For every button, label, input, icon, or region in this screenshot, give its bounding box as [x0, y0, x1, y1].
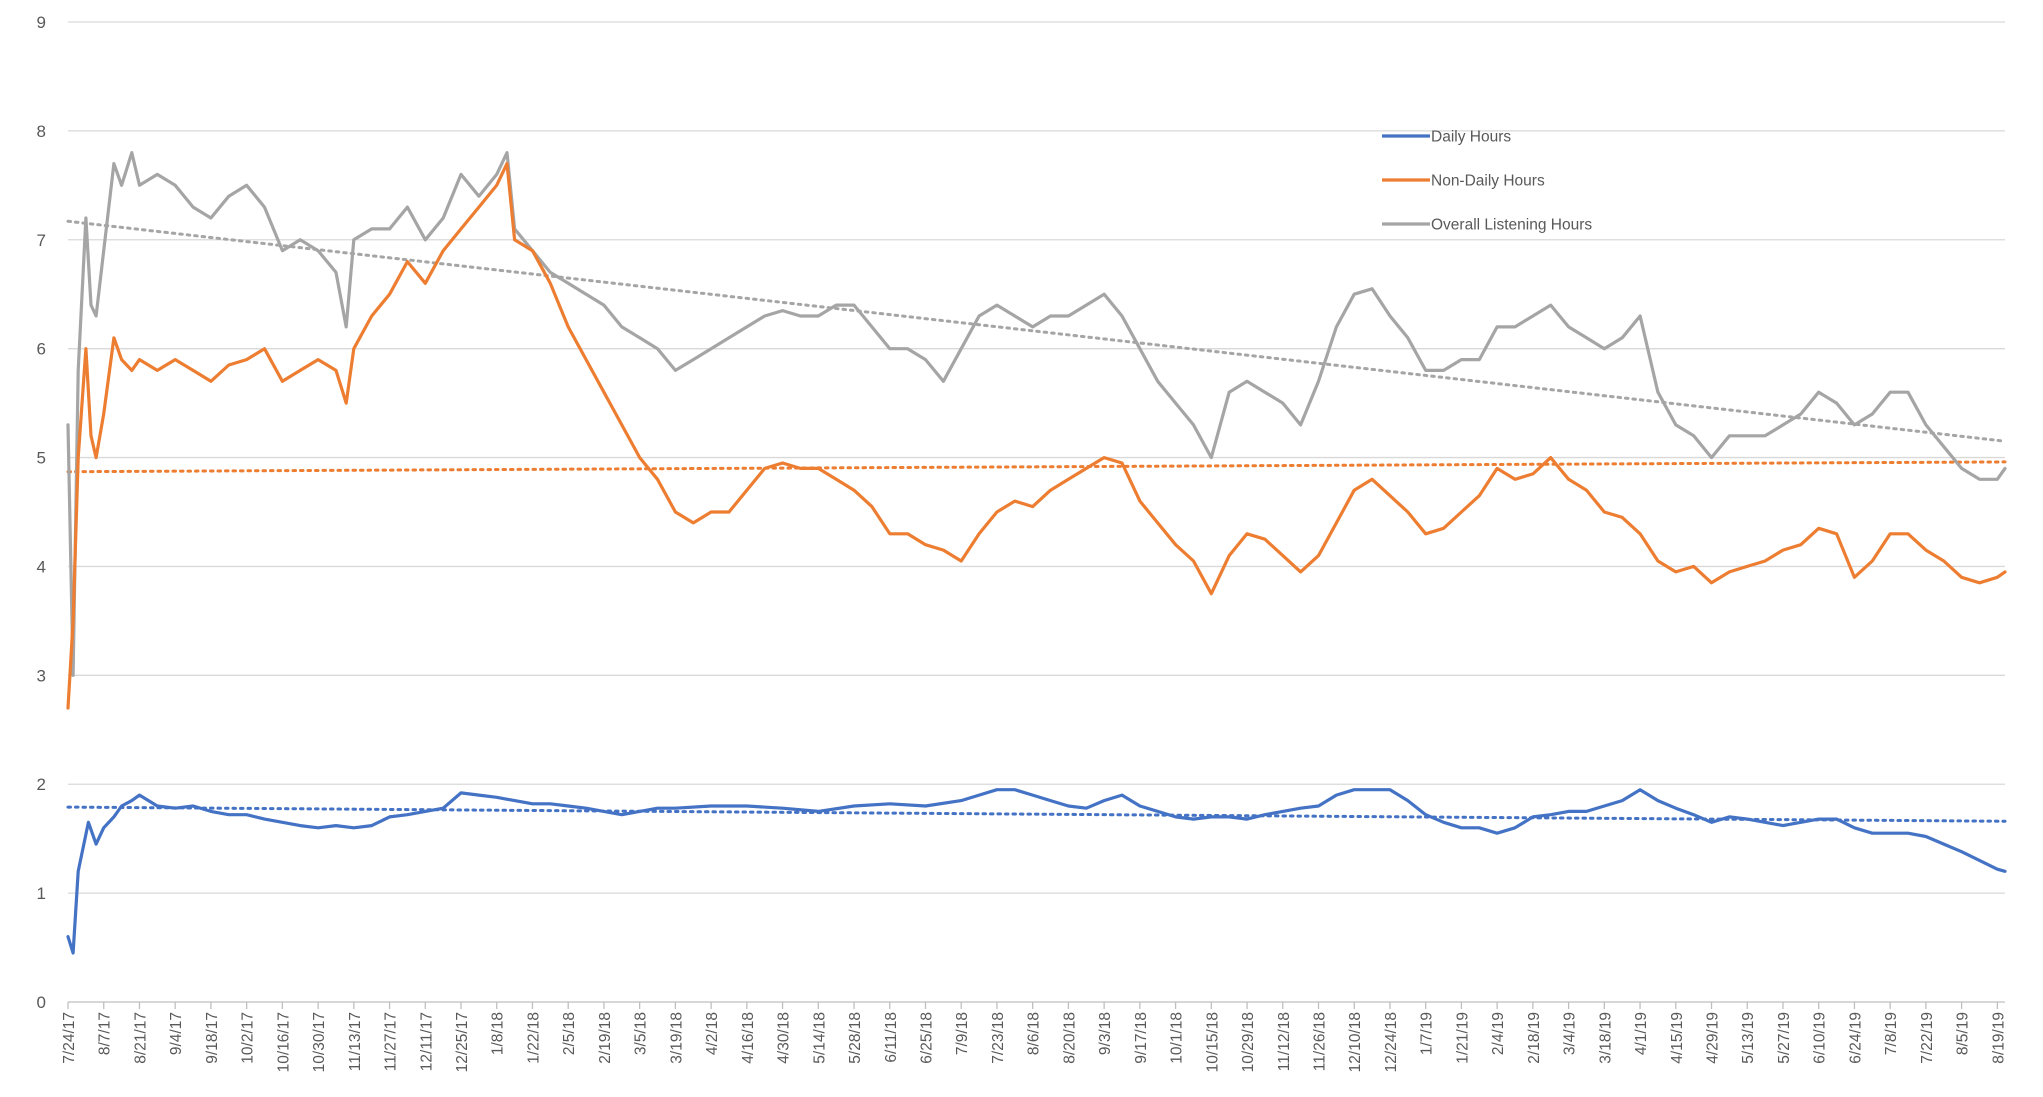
y-tick-label: 4 [37, 557, 46, 576]
x-tick-label: 10/16/17 [275, 1012, 292, 1072]
x-tick-label: 8/7/17 [97, 1012, 114, 1055]
x-tick-label: 4/29/19 [1705, 1012, 1722, 1064]
x-tick-label: 10/1/18 [1169, 1012, 1186, 1064]
x-tick-label: 6/25/18 [918, 1012, 935, 1064]
x-tick-label: 9/17/18 [1133, 1012, 1150, 1064]
x-tick-label: 9/3/18 [1097, 1012, 1114, 1055]
x-tick-label: 4/2/18 [704, 1012, 721, 1055]
x-tick-label: 10/29/18 [1240, 1012, 1257, 1072]
x-tick-label: 8/21/17 [132, 1012, 149, 1064]
x-tick-label: 5/14/18 [811, 1012, 828, 1064]
x-axis-ticks: 7/24/17 8/7/17 8/21/17 9/4/17 9/18/17 10/2/17… [61, 1002, 2007, 1072]
y-tick-label: 8 [37, 122, 46, 141]
x-tick-label: 12/11/17 [418, 1012, 435, 1071]
x-tick-label: 12/24/18 [1383, 1012, 1400, 1072]
y-tick-label: 3 [37, 666, 46, 685]
legend: Daily Hours Non-Daily Hours Overall Listen… [1382, 129, 1592, 234]
x-tick-label: 10/15/18 [1204, 1012, 1221, 1072]
x-tick-label: 8/20/18 [1061, 1012, 1078, 1064]
x-tick-label: 4/30/18 [776, 1012, 793, 1064]
y-axis-ticks: 0 1 2 3 4 5 6 7 8 9 [37, 13, 46, 1012]
x-tick-label: 11/27/17 [383, 1012, 400, 1071]
x-tick-label: 6/10/19 [1812, 1012, 1829, 1064]
x-tick-label: 1/7/19 [1419, 1012, 1436, 1055]
y-tick-label: 1 [37, 884, 46, 903]
trendline-overall-listening-hours [66, 219, 2007, 443]
y-tick-label: 2 [37, 775, 46, 794]
x-tick-label: 10/30/17 [311, 1012, 328, 1072]
x-tick-label: 5/28/18 [847, 1012, 864, 1064]
x-tick-label: 7/24/17 [61, 1012, 78, 1064]
x-tick-label: 3/5/18 [633, 1012, 650, 1055]
x-tick-label: 7/9/18 [954, 1012, 971, 1055]
x-tick-label: 12/10/18 [1347, 1012, 1364, 1072]
x-tick-label: 8/6/18 [1026, 1012, 1043, 1055]
x-tick-label: 11/12/18 [1276, 1012, 1293, 1071]
x-tick-label: 4/1/19 [1633, 1012, 1650, 1055]
trendline-daily-hours [66, 805, 2007, 823]
y-tick-label: 5 [37, 449, 46, 468]
trendline-non-daily-hours [66, 460, 2007, 474]
x-tick-label: 7/8/19 [1883, 1012, 1900, 1055]
x-tick-label: 5/13/19 [1740, 1012, 1757, 1064]
x-tick-label: 8/5/19 [1955, 1012, 1972, 1055]
x-tick-label: 3/18/19 [1597, 1012, 1614, 1064]
x-tick-label: 9/4/17 [168, 1012, 185, 1055]
series-lines [66, 151, 2007, 955]
x-tick-label: 1/21/19 [1454, 1012, 1471, 1064]
x-tick-label: 3/4/19 [1562, 1012, 1579, 1055]
x-tick-label: 7/22/19 [1919, 1012, 1936, 1064]
gridlines [68, 21, 2005, 1003]
trendlines [66, 219, 2007, 823]
x-tick-label: 6/11/18 [883, 1012, 900, 1063]
x-tick-label: 6/24/19 [1847, 1012, 1864, 1064]
x-tick-label: 2/18/19 [1526, 1012, 1543, 1064]
x-tick-label: 11/13/17 [347, 1012, 364, 1071]
series-line-daily-hours [66, 788, 2007, 955]
x-tick-label: 8/19/19 [1990, 1012, 2007, 1064]
x-tick-label: 3/19/18 [668, 1012, 685, 1064]
x-tick-label: 2/4/19 [1490, 1012, 1507, 1055]
x-tick-label: 5/27/19 [1776, 1012, 1793, 1064]
x-tick-label: 4/15/19 [1669, 1012, 1686, 1064]
x-tick-label: 9/18/17 [204, 1012, 221, 1064]
y-tick-label: 6 [37, 340, 46, 359]
x-tick-label: 4/16/18 [740, 1012, 757, 1064]
y-tick-label: 0 [37, 993, 46, 1012]
y-tick-label: 7 [37, 231, 46, 250]
x-tick-label: 7/23/18 [990, 1012, 1007, 1064]
x-tick-label: 12/25/17 [454, 1012, 471, 1072]
legend-label: Daily Hours [1431, 129, 1511, 146]
x-tick-label: 10/2/17 [240, 1012, 257, 1064]
x-tick-label: 1/8/18 [490, 1012, 507, 1055]
x-tick-label: 1/22/18 [525, 1012, 542, 1064]
y-tick-label: 9 [37, 13, 46, 32]
series-line-overall-listening-hours [66, 151, 2007, 677]
legend-label: Non-Daily Hours [1431, 173, 1545, 190]
x-tick-label: 2/5/18 [561, 1012, 578, 1055]
x-tick-label: 2/19/18 [597, 1012, 614, 1064]
legend-label: Overall Listening Hours [1431, 217, 1592, 234]
series-line-non-daily-hours [66, 162, 2007, 710]
x-tick-label: 11/26/18 [1312, 1012, 1329, 1071]
